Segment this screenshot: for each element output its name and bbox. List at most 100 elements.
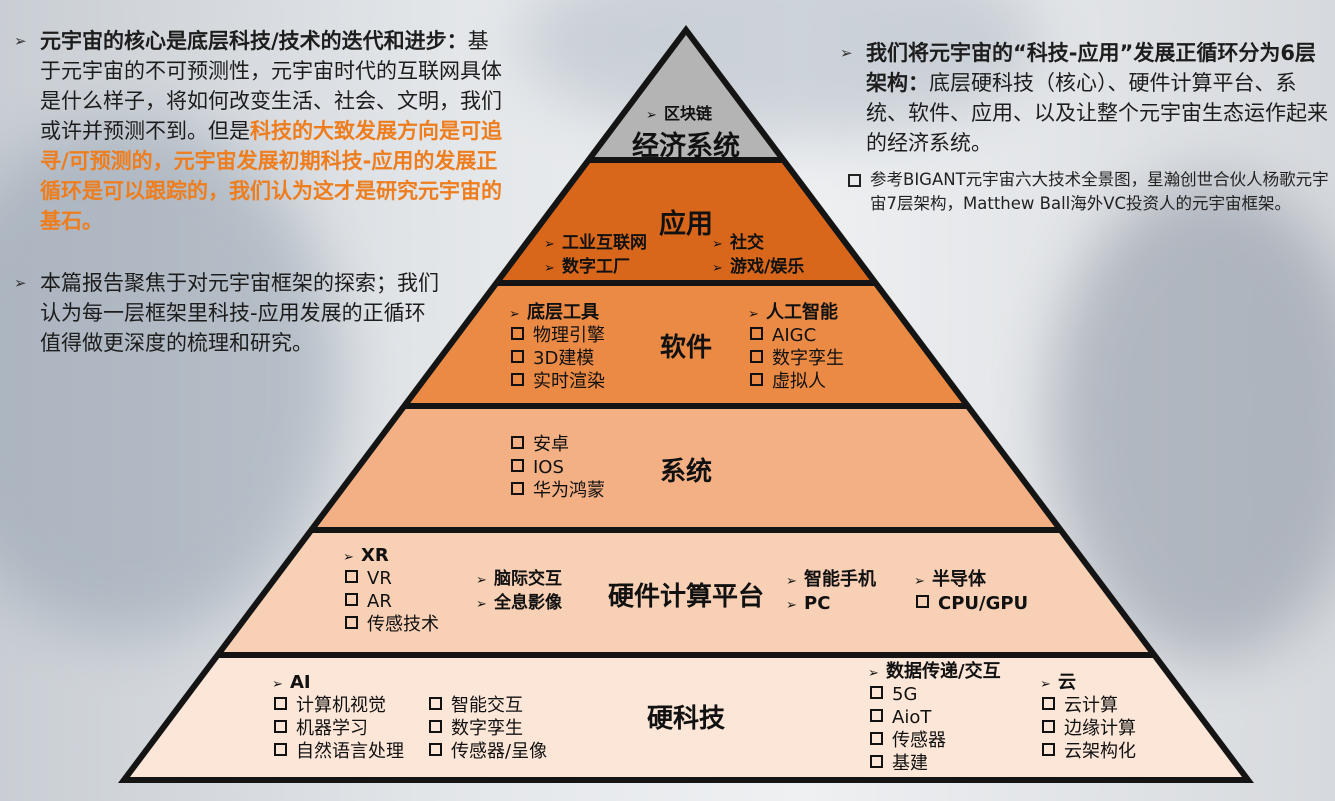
item-label: 自然语言处理 xyxy=(296,741,404,762)
item-label: 数字工厂 xyxy=(562,257,630,277)
system-item: 华为鸿蒙 xyxy=(509,479,605,502)
arrow-bullet-icon: ➢ xyxy=(14,274,27,292)
arrow-bullet-icon: ➢ xyxy=(646,108,657,123)
left-paragraph-1: ➢ 元宇宙的核心是底层科技/技术的迭代和进步：基于元宇宙的不可预测性，元宇宙时代… xyxy=(14,26,502,236)
square-bullet-icon xyxy=(511,327,524,340)
arrow-bullet-icon: ➢ xyxy=(544,237,555,252)
item-label: 游戏/娱乐 xyxy=(730,257,805,277)
square-bullet-icon xyxy=(511,436,524,449)
hardware-item: ➢ PC xyxy=(786,592,830,617)
item-label: 工业互联网 xyxy=(562,233,647,253)
hardware-item: AR xyxy=(343,590,392,613)
item-label: AioT xyxy=(892,707,932,728)
arrow-bullet-icon: ➢ xyxy=(712,237,723,252)
item-label: 数字孪生 xyxy=(772,348,844,369)
left-p1-bold: 元宇宙的核心是底层科技/技术的迭代和进步： xyxy=(40,29,468,53)
item-label: 智能交互 xyxy=(451,695,523,716)
left-panel: ➢ 元宇宙的核心是底层科技/技术的迭代和进步：基于元宇宙的不可预测性，元宇宙时代… xyxy=(14,26,502,358)
layer-title-economy: 经济系统 xyxy=(632,131,740,162)
app-item: ➢ 工业互联网 xyxy=(544,232,647,256)
arrow-bullet-icon: ➢ xyxy=(544,261,555,276)
hardware-item: ➢ 脑际交互 xyxy=(476,568,562,592)
hardtech-item: 边缘计算 xyxy=(1040,717,1136,740)
item-label: 计算机视觉 xyxy=(296,695,386,716)
software-head: ➢ 人工智能 xyxy=(748,301,838,326)
pyramid-layer-5 xyxy=(126,658,1246,777)
hardtech-item: AioT xyxy=(868,706,931,729)
hardtech-item: 基建 xyxy=(868,752,928,775)
square-bullet-icon xyxy=(511,373,524,386)
item-label: PC xyxy=(804,593,831,614)
software-item: 虚拟人 xyxy=(748,370,826,393)
square-bullet-icon xyxy=(274,743,287,756)
hardtech-item: 智能交互 xyxy=(427,694,523,717)
item-label: VR xyxy=(367,568,392,589)
item-label: 虚拟人 xyxy=(772,371,826,392)
square-bullet-icon xyxy=(511,350,524,363)
item-label: 传感技术 xyxy=(367,614,439,635)
software-item: AIGC xyxy=(748,324,816,347)
square-bullet-icon xyxy=(870,686,883,699)
arrow-bullet-icon: ➢ xyxy=(840,44,853,62)
hardware-head: ➢ 半导体 xyxy=(914,568,986,593)
square-bullet-icon xyxy=(345,570,358,583)
square-bullet-icon xyxy=(429,697,442,710)
right-p1-bold: 我们将元宇宙的“科技-应用”发展正循环分为6层架构： xyxy=(866,41,1316,95)
layer-title-application: 应用 xyxy=(659,209,713,240)
square-bullet-icon xyxy=(750,350,763,363)
item-label: 华为鸿蒙 xyxy=(533,480,605,501)
arrow-bullet-icon: ➢ xyxy=(1040,677,1051,692)
square-bullet-icon xyxy=(274,697,287,710)
item-label: 机器学习 xyxy=(296,718,368,739)
hardtech-item: 机器学习 xyxy=(272,717,368,740)
item-label: 传感器 xyxy=(892,730,946,751)
hardtech-item: 传感器/呈像 xyxy=(427,740,547,763)
square-bullet-icon xyxy=(1042,697,1055,710)
arrow-bullet-icon: ➢ xyxy=(712,261,723,276)
item-label: 区块链 xyxy=(664,104,713,123)
square-bullet-icon xyxy=(848,174,861,187)
item-label: 数字孪生 xyxy=(451,718,523,739)
software-head: ➢ 底层工具 xyxy=(509,301,599,326)
item-label: 安卓 xyxy=(533,434,569,455)
hardware-item: 传感技术 xyxy=(343,613,439,636)
app-item: ➢ 数字工厂 xyxy=(544,256,630,280)
system-item: IOS xyxy=(509,456,564,479)
arrow-bullet-icon: ➢ xyxy=(343,550,354,565)
square-bullet-icon xyxy=(429,743,442,756)
item-label: AIGC xyxy=(772,325,817,346)
arrow-bullet-icon: ➢ xyxy=(748,307,759,322)
right-note-text: 参考BIGANT元宇宙六大技术全景图，星瀚创世合伙人杨歌元宇宙7层架构，Matt… xyxy=(870,170,1329,213)
software-item: 3D建模 xyxy=(509,347,594,370)
item-label: 3D建模 xyxy=(533,348,595,369)
square-bullet-icon xyxy=(1042,720,1055,733)
software-item: 数字孪生 xyxy=(748,347,844,370)
item-label: IOS xyxy=(533,457,564,478)
square-bullet-icon xyxy=(511,459,524,472)
hardtech-head: ➢ AI xyxy=(272,671,311,696)
left-p2: 本篇报告聚焦于对元宇宙框架的探索；我们认为每一层框架里科技-应用发展的正循环值得… xyxy=(40,271,439,355)
background-glow-left xyxy=(0,120,340,640)
square-bullet-icon xyxy=(511,482,524,495)
item-label: CPU/GPU xyxy=(938,593,1029,614)
software-item: 物理引擎 xyxy=(509,324,605,347)
item-label: 物理引擎 xyxy=(533,325,605,346)
item-label: 5G xyxy=(892,684,918,705)
hardtech-item: 计算机视觉 xyxy=(272,694,386,717)
item-blockchain: ➢ 区块链 xyxy=(646,102,712,127)
square-bullet-icon xyxy=(916,595,929,608)
pyramid-layer-1 xyxy=(498,163,874,280)
square-bullet-icon xyxy=(870,709,883,722)
system-item: 安卓 xyxy=(509,433,569,456)
hardware-item: CPU/GPU xyxy=(914,592,1028,615)
arrow-bullet-icon: ➢ xyxy=(476,597,487,612)
hardtech-head: ➢ 数据传递/交互 xyxy=(868,660,1001,685)
square-bullet-icon xyxy=(1042,743,1055,756)
item-label: XR xyxy=(361,545,389,566)
layer-title-system: 系统 xyxy=(659,457,713,487)
item-label: AI xyxy=(290,672,311,693)
item-label: 智能手机 xyxy=(804,569,876,590)
arrow-bullet-icon: ➢ xyxy=(509,307,520,322)
arrow-bullet-icon: ➢ xyxy=(914,574,925,589)
arrow-bullet-icon: ➢ xyxy=(272,677,283,692)
